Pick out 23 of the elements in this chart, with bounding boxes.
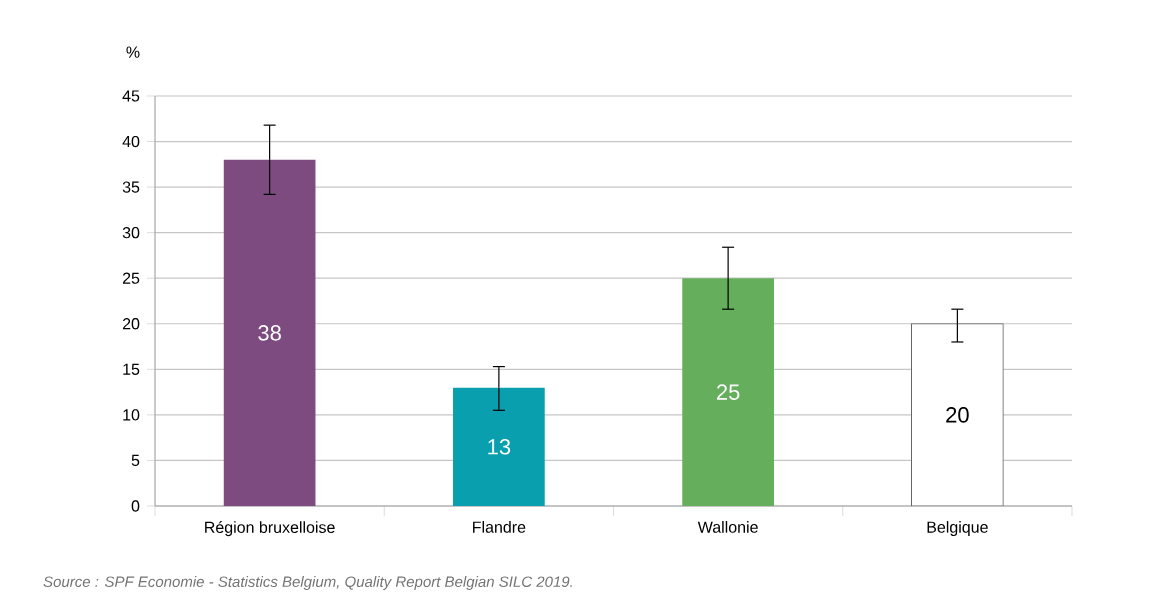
x-tick-label: Belgique [927, 521, 988, 536]
y-tick-label: 0 [131, 500, 140, 512]
y-tick-label: 15 [123, 363, 140, 375]
x-tick-label: Wallonie [697, 521, 758, 533]
bar [223, 159, 316, 506]
y-tick-label: 10 [123, 409, 140, 421]
y-tick-label: 20 [122, 318, 140, 330]
bar [682, 278, 774, 506]
y-tick-label: 5 [131, 454, 140, 467]
data-label: 13 [488, 439, 511, 455]
y-axis-title: % [126, 46, 140, 58]
y-tick-label: 45 [122, 90, 140, 102]
data-label: 38 [258, 325, 281, 341]
data-label: 20 [946, 407, 969, 423]
source-note: Source : SPF Economie - Statistics Belgium, Quality Report Belgian SILC 2019. [43, 576, 572, 590]
y-tick-label: 30 [122, 227, 140, 239]
y-tick-label: 40 [122, 135, 140, 148]
bar [453, 387, 545, 506]
y-tick-label: 25 [122, 272, 140, 284]
x-tick-label: Flandre [473, 521, 526, 533]
y-tick-label: 35 [122, 181, 140, 193]
data-label: 25 [716, 384, 740, 400]
x-tick-label: Région bruxelloise [205, 521, 335, 537]
